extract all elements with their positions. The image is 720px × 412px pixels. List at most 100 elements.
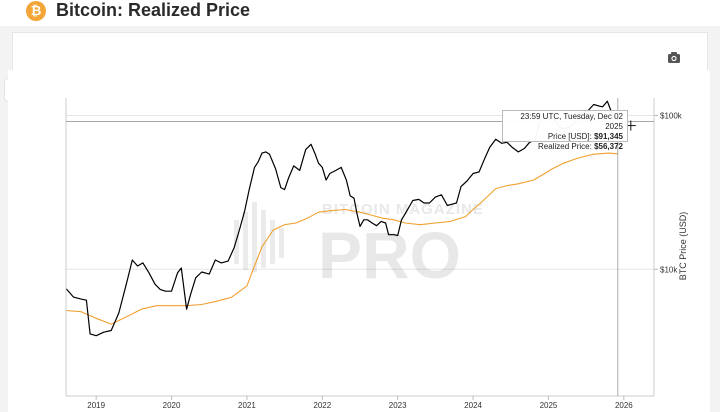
price-point — [131, 259, 133, 261]
price-point — [349, 195, 351, 197]
price-point — [195, 277, 197, 279]
price-point — [511, 147, 513, 148]
price-point — [214, 259, 216, 261]
realized-point — [578, 157, 579, 159]
price-point — [460, 186, 462, 187]
price-point — [275, 168, 276, 170]
x-tick-label: 2021 — [238, 401, 256, 410]
realized-point — [110, 323, 112, 325]
price-point — [288, 178, 289, 179]
price-point — [325, 179, 327, 181]
price-point — [110, 330, 112, 331]
realized-point — [404, 222, 406, 224]
price-point — [248, 189, 250, 190]
price-point — [89, 333, 91, 335]
x-tick-label: 2019 — [87, 401, 105, 410]
price-point — [103, 331, 105, 333]
realized-point — [359, 211, 361, 213]
price-point — [599, 105, 601, 107]
realized-point — [370, 214, 372, 216]
tooltip-realized-value: $56,372 — [594, 142, 623, 151]
x-tick-label: 2026 — [615, 401, 633, 410]
realized-point — [506, 185, 508, 186]
watermark-bar — [234, 220, 239, 264]
watermark-bar — [270, 220, 275, 264]
tooltip-price-row: Price [USD]: $91,345 — [507, 132, 623, 142]
realized-point — [344, 209, 346, 210]
price-point — [314, 152, 316, 154]
realized-point — [141, 308, 142, 310]
price-point — [208, 273, 210, 275]
x-tick-label: 2022 — [313, 401, 331, 410]
price-point — [388, 234, 389, 236]
realized-point — [563, 162, 564, 164]
realized-point — [393, 219, 395, 221]
price-point — [478, 171, 480, 173]
price-point — [265, 151, 267, 153]
price-point — [380, 221, 382, 222]
realized-point — [171, 305, 172, 307]
price-point — [305, 149, 307, 150]
price-point — [293, 165, 295, 167]
price-point — [466, 180, 468, 182]
watermark-bar — [279, 228, 284, 258]
price-point — [148, 272, 150, 274]
price-point — [154, 283, 156, 285]
realized-point — [95, 317, 97, 319]
realized-point — [487, 195, 489, 197]
price-point — [418, 199, 420, 200]
realized-point — [216, 300, 218, 302]
realized-point — [295, 222, 297, 224]
price-point — [244, 210, 246, 212]
tooltip-date: 23:59 UTC, Tuesday, Dec 02 2025 — [520, 112, 623, 131]
price-point — [142, 262, 144, 264]
realized-point — [329, 210, 331, 212]
price-point — [353, 197, 355, 199]
price-point — [529, 141, 530, 143]
camera-button[interactable] — [662, 48, 686, 68]
price-point — [404, 213, 406, 215]
price-point — [201, 271, 203, 273]
chart-axes: 2019 2020 2021 2022 2023 2024 2025 2026 $10k $100… — [65, 98, 683, 410]
price-point — [501, 142, 503, 144]
x-tick-label: 2024 — [464, 401, 482, 410]
tooltip-realized-label: Realized Price: — [538, 142, 592, 151]
price-point — [602, 106, 604, 108]
price-chart[interactable]: BITCOIN MAGAZINE PRO 2019 2020 2021 2022 202… — [8, 70, 710, 412]
price-point — [472, 173, 474, 174]
realized-point — [450, 221, 451, 222]
price-point — [593, 104, 595, 105]
realized-point — [480, 202, 481, 204]
price-point — [359, 226, 361, 227]
price-point — [80, 298, 82, 300]
price-point — [227, 260, 229, 262]
bitcoin-logo-icon: ₿ — [26, 1, 46, 21]
price-point — [165, 290, 166, 292]
realized-point — [472, 209, 474, 210]
x-tick-label: 2025 — [540, 401, 558, 410]
realized-point — [318, 211, 319, 213]
price-point — [177, 272, 179, 274]
page-title: Bitcoin: Realized Price — [56, 0, 251, 20]
tooltip-realized-row: Realized Price: $56,372 — [507, 142, 623, 152]
page-header: ₿ Bitcoin: Realized Price — [0, 0, 720, 26]
realized-point — [465, 216, 466, 218]
price-point — [254, 167, 255, 168]
tooltip-price-label: Price [USD]: — [547, 132, 592, 141]
chart-toolbar — [12, 32, 708, 74]
price-point — [346, 179, 347, 181]
price-point — [340, 167, 342, 168]
price-point — [280, 187, 282, 188]
price-point — [180, 267, 182, 269]
watermark-line2: PRO — [318, 218, 461, 292]
price-point — [190, 294, 191, 296]
realized-point — [382, 217, 383, 219]
price-point — [261, 152, 263, 154]
watermark-bar — [252, 202, 257, 272]
price-point — [489, 147, 491, 148]
realized-point — [125, 316, 127, 318]
price-point — [435, 196, 436, 198]
price-point — [429, 202, 430, 204]
watermark-bar — [243, 212, 248, 270]
price-point — [233, 247, 235, 249]
